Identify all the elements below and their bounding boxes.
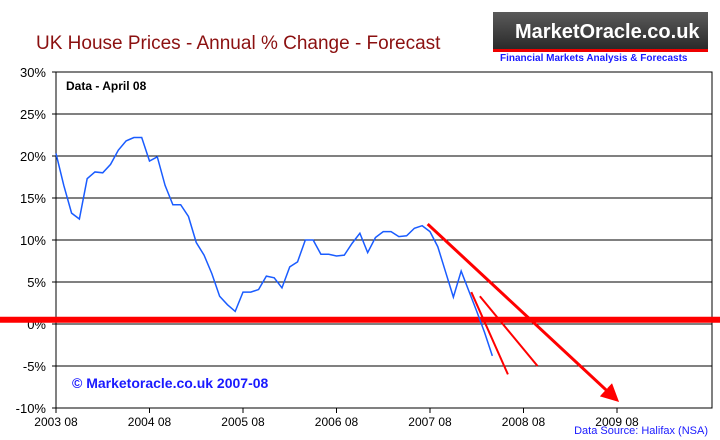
x-tick-label: 2009 08 [595,415,639,429]
forecast-line [470,291,509,375]
y-tick-label: 10% [20,233,46,248]
y-tick-label: 25% [20,107,46,122]
forecast-line [479,295,539,367]
x-tick-label: 2005 08 [221,415,265,429]
data-source-label: Data Source: Halifax (NSA) [574,425,708,437]
logo-tagline: Financial Markets Analysis & Forecasts [500,53,688,64]
y-tick-label: 30% [20,65,46,80]
x-tick-label: 2008 08 [502,415,546,429]
x-tick-label: 2007 08 [408,415,452,429]
x-tick-label: 2003 08 [34,415,78,429]
logo[interactable]: MarketOracle.co.uk [493,12,708,52]
y-tick-label: -10% [16,401,47,416]
copyright-label: © Marketoracle.co.uk 2007-08 [72,375,269,391]
y-tick-label: 20% [20,149,46,164]
chart-title: UK House Prices - Annual % Change - Fore… [36,33,441,54]
x-tick-label: 2004 08 [128,415,172,429]
series-line [55,136,494,357]
y-tick-label: 15% [20,191,46,206]
x-tick-label: 2006 08 [315,415,359,429]
y-tick-label: -5% [23,359,47,374]
y-tick-label: 5% [27,275,46,290]
forecast-arrow [426,222,620,403]
data-date-annotation: Data - April 08 [66,79,147,93]
